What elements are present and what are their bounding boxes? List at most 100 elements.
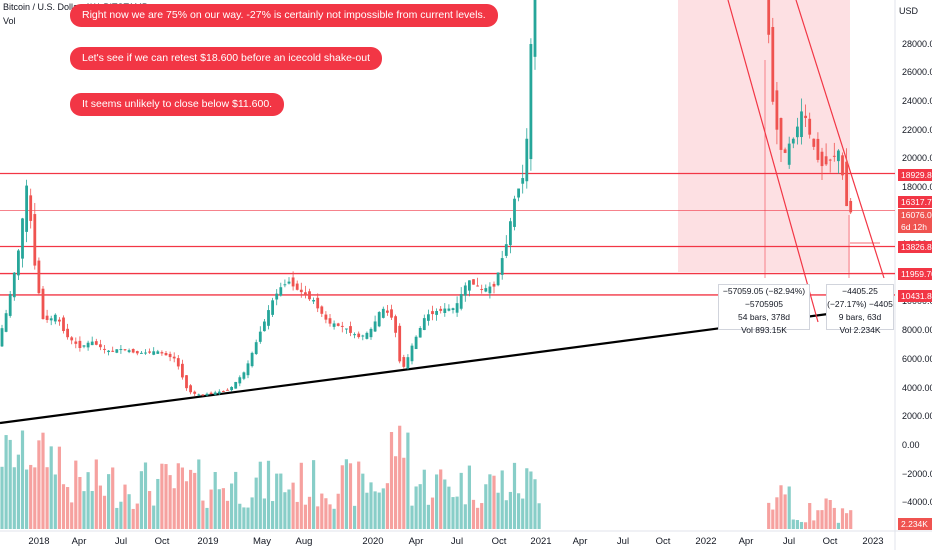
candle-body (357, 333, 361, 338)
volume-bar (98, 485, 102, 529)
volume-bar (139, 471, 143, 529)
candle-body (209, 392, 213, 395)
volume-bar (221, 488, 225, 529)
candle-body (123, 349, 127, 351)
volume-bar (213, 472, 217, 529)
volume-bar (820, 510, 824, 529)
shaded-zone (678, 0, 850, 272)
candle-body (49, 318, 53, 321)
volume-bar (94, 459, 98, 529)
candle-body (775, 90, 779, 130)
candle-body (70, 337, 74, 341)
candle-body (148, 351, 151, 353)
candle-body (152, 351, 156, 355)
measure-1-bars: 54 bars, 378d (738, 312, 790, 322)
candle-body (33, 214, 37, 266)
volume-bar (836, 522, 840, 529)
callout-note-3[interactable]: It seems unlikely to close below $11.600… (70, 93, 285, 116)
candle-body (275, 293, 279, 300)
candle-body (213, 392, 217, 395)
volume-bar (225, 500, 230, 529)
volume-bar (332, 508, 336, 529)
volume-bar (767, 502, 771, 529)
volume-bar (316, 506, 320, 529)
volume-bar (389, 432, 394, 529)
candle-body (74, 341, 78, 344)
callout-note-1[interactable]: Right now we are 75% on our way. -27% is… (70, 4, 498, 27)
candle-body (468, 280, 471, 291)
volume-bar (16, 454, 20, 529)
volume-bar (164, 464, 168, 529)
candle-body (402, 357, 406, 367)
volume-bar (262, 498, 266, 529)
volume-bar (828, 500, 832, 529)
candle-body (439, 308, 443, 311)
candle-body (484, 288, 488, 292)
callout-note-2[interactable]: Let's see if we can retest $18.600 befor… (70, 47, 383, 70)
candle-body (279, 287, 283, 296)
candle-body (230, 386, 233, 391)
volume-bar (849, 510, 853, 529)
volume-bar (504, 500, 508, 529)
volume-bar (348, 463, 353, 529)
y-tick-label: 18000.00 (902, 182, 932, 192)
candle-body (144, 352, 147, 354)
volume-bar (184, 481, 189, 529)
volume-bar (439, 469, 443, 529)
volume-bar (832, 507, 836, 529)
candle-body (418, 328, 422, 338)
volume-bar (410, 505, 414, 529)
candle-body (304, 292, 307, 296)
volume-bar (295, 501, 299, 529)
x-tick-label: Jul (115, 536, 127, 547)
candle-body (205, 393, 209, 396)
volume-bar (123, 484, 127, 529)
volume-bar (57, 446, 61, 529)
candle-body (472, 279, 475, 285)
candle-body (496, 272, 500, 286)
volume-bar (771, 509, 775, 529)
volume-bar (230, 483, 234, 529)
last-price-tag: 16317.79 (898, 196, 932, 208)
candle-body (258, 331, 262, 342)
candle-body (841, 155, 844, 176)
candle-body (12, 272, 16, 298)
x-tick-label: Jul (451, 536, 463, 547)
volume-bar (496, 492, 500, 529)
volume-bar (365, 492, 369, 529)
volume-bar (385, 483, 389, 529)
channel-line-lower (727, 0, 819, 323)
volume-bar (283, 492, 287, 529)
measure-box-2[interactable]: −4405.25 (−27.17%) −4405 9 bars, 63d Vol… (826, 284, 894, 335)
volume-bar (180, 467, 184, 529)
candle-body (185, 375, 188, 389)
volume-bar (394, 456, 398, 529)
y-tick-label: 26000.00 (902, 67, 932, 77)
volume-bar (242, 507, 246, 529)
volume-bar (373, 491, 377, 529)
volume-bar (430, 497, 435, 529)
volume-bar (533, 479, 537, 529)
candle-body (140, 352, 143, 354)
candle-body (58, 319, 61, 322)
volume-bar (275, 473, 279, 529)
candle-body (787, 143, 791, 165)
volume-bar (521, 498, 525, 529)
volume-bar (484, 484, 488, 529)
candle-body (377, 312, 381, 327)
candle-body (131, 349, 135, 353)
volume-bar (102, 495, 107, 529)
candle-body (783, 149, 787, 153)
volume-bar (299, 462, 303, 529)
volume-bar (4, 435, 8, 529)
candle-body (271, 300, 274, 315)
volume-bar (426, 504, 430, 529)
measure-box-1[interactable]: −57059.05 (−82.94%) −5705905 54 bars, 37… (718, 284, 810, 335)
candle-body (820, 151, 824, 167)
candle-body (217, 391, 221, 394)
candle-body (17, 250, 20, 276)
candle-body (849, 200, 853, 213)
candle-body (349, 326, 352, 333)
